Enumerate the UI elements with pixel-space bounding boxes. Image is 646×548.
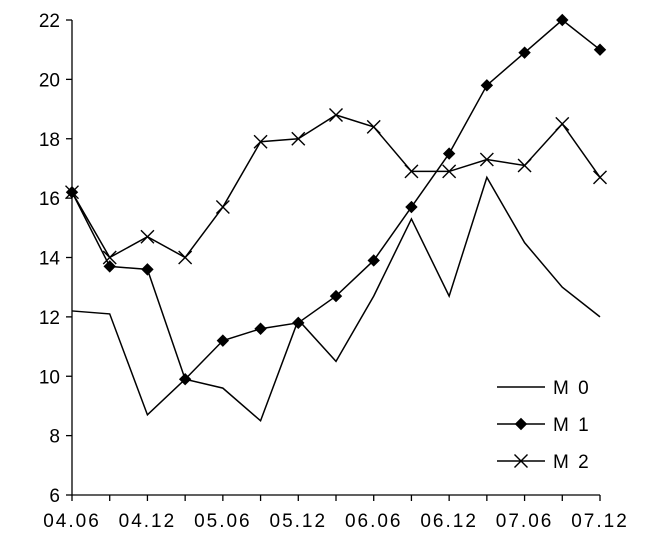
data-point bbox=[253, 134, 268, 149]
series-m2 bbox=[65, 108, 607, 265]
data-point bbox=[480, 79, 494, 92]
x-marker-stroke bbox=[215, 200, 230, 215]
data-point bbox=[65, 185, 79, 200]
x-marker-stroke bbox=[329, 108, 343, 122]
data-point bbox=[254, 322, 267, 335]
data-point bbox=[518, 46, 531, 59]
x-marker-stroke bbox=[253, 134, 268, 149]
data-point bbox=[593, 43, 607, 56]
legend-entry: M 1 bbox=[497, 415, 591, 436]
data-point bbox=[556, 13, 569, 27]
legend-marker bbox=[514, 417, 528, 431]
x-marker-stroke bbox=[178, 250, 193, 265]
data-point bbox=[215, 200, 230, 215]
data-point bbox=[178, 250, 193, 265]
data-point bbox=[140, 229, 155, 244]
data-point bbox=[517, 158, 532, 173]
legend-label: M 1 bbox=[553, 415, 591, 436]
legend-label: M 2 bbox=[553, 452, 591, 473]
y-tick-label: 18 bbox=[39, 130, 60, 151]
x-tick-label: 06.12 bbox=[420, 511, 478, 532]
x-tick-label: 05.06 bbox=[194, 511, 252, 532]
data-point bbox=[405, 200, 418, 214]
x-marker-stroke bbox=[517, 158, 532, 173]
y-tick-label: 12 bbox=[39, 308, 60, 329]
x-tick-label: 04.06 bbox=[43, 511, 101, 532]
x-tick-label: 07.12 bbox=[571, 511, 629, 532]
x-tick-label: 06.06 bbox=[345, 511, 403, 532]
series-line bbox=[71, 19, 601, 381]
legend-label: M 0 bbox=[553, 378, 591, 399]
data-point bbox=[292, 316, 305, 330]
data-point bbox=[593, 170, 607, 185]
x-tick-label: 07.06 bbox=[496, 511, 554, 532]
x-marker-stroke bbox=[404, 164, 419, 179]
data-point bbox=[479, 152, 494, 167]
data-point bbox=[329, 108, 343, 122]
data-point bbox=[329, 289, 343, 303]
x-tick-label: 05.12 bbox=[270, 511, 328, 532]
x-marker-stroke bbox=[442, 164, 457, 179]
series-layer bbox=[65, 13, 607, 423]
data-point bbox=[555, 116, 570, 131]
legend-entry: M 2 bbox=[497, 452, 591, 473]
x-marker-stroke bbox=[102, 250, 117, 265]
x-marker-stroke bbox=[593, 170, 607, 185]
data-point bbox=[103, 260, 116, 273]
x-marker-stroke bbox=[291, 131, 306, 146]
y-axis-ticks: 6 8 10 12 14 16 18 20 22 bbox=[39, 11, 72, 507]
y-tick-label: 16 bbox=[39, 189, 60, 210]
data-point bbox=[366, 119, 381, 134]
y-tick-label: 22 bbox=[39, 11, 60, 32]
data-point bbox=[178, 373, 192, 386]
x-axis-ticks: 04.06 04.12 05.06 05.12 06.06 06.12 07.06 07.12 bbox=[43, 495, 629, 532]
x-marker-stroke bbox=[366, 119, 381, 134]
y-tick-label: 20 bbox=[39, 70, 60, 91]
x-marker-stroke bbox=[479, 152, 494, 167]
x-marker-stroke bbox=[65, 185, 79, 200]
y-tick-label: 8 bbox=[49, 427, 60, 448]
y-tick-label: 6 bbox=[49, 486, 60, 507]
data-point bbox=[141, 263, 154, 276]
y-tick-label: 10 bbox=[39, 367, 60, 388]
data-point bbox=[216, 334, 230, 347]
y-tick-label: 14 bbox=[39, 249, 61, 270]
x-tick-label: 04.12 bbox=[119, 511, 177, 532]
series-line bbox=[71, 175, 601, 423]
data-point bbox=[442, 164, 457, 179]
legend-entry: M 0 bbox=[497, 378, 591, 399]
legend-marker bbox=[514, 454, 528, 468]
data-point bbox=[367, 254, 380, 267]
series-m1 bbox=[65, 13, 607, 386]
x-marker-stroke bbox=[140, 229, 155, 244]
series-m0 bbox=[71, 175, 601, 423]
data-point bbox=[442, 147, 456, 160]
data-point bbox=[102, 250, 117, 265]
legend: M 0 M 1 M 2 bbox=[497, 378, 591, 473]
data-point bbox=[291, 131, 306, 146]
x-marker-stroke bbox=[514, 454, 528, 468]
data-point bbox=[404, 164, 419, 179]
x-marker-stroke bbox=[555, 116, 570, 131]
